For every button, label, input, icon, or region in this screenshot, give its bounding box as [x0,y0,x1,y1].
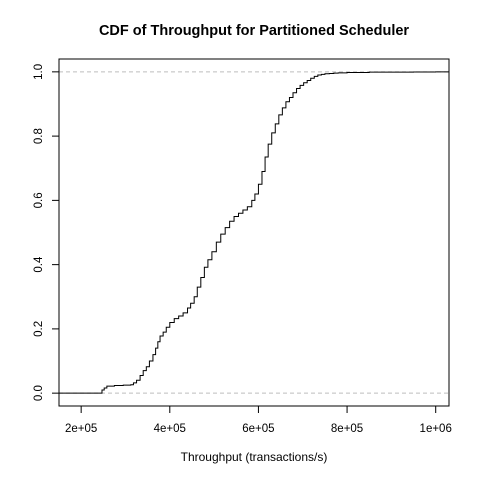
cdf-series-line [59,71,449,394]
x-tick-label: 4e+05 [154,423,186,435]
x-tick-label: 2e+05 [65,423,97,435]
chart-title: CDF of Throughput for Partitioned Schedu… [99,23,409,39]
y-tick-label: 0.4 [33,256,45,273]
y-tick-label: 0.6 [33,192,45,208]
y-axis: 0.0 0.2 0.4 0.6 0.8 1.0 [33,64,59,401]
y-tick-label: 0.8 [33,128,45,144]
x-tick-label: 1e+06 [420,423,452,435]
x-axis-label: Throughput (transactions/s) [181,450,328,464]
x-tick-label: 8e+05 [331,423,363,435]
y-tick-label: 0.2 [33,321,45,337]
y-tick-label: 0.0 [33,385,45,401]
x-axis: 2e+05 4e+05 6e+05 8e+05 1e+06 [65,406,452,435]
x-tick-label: 6e+05 [242,423,274,435]
plot-frame [58,58,450,407]
reference-lines [59,71,449,394]
y-tick-label: 1.0 [33,64,45,80]
